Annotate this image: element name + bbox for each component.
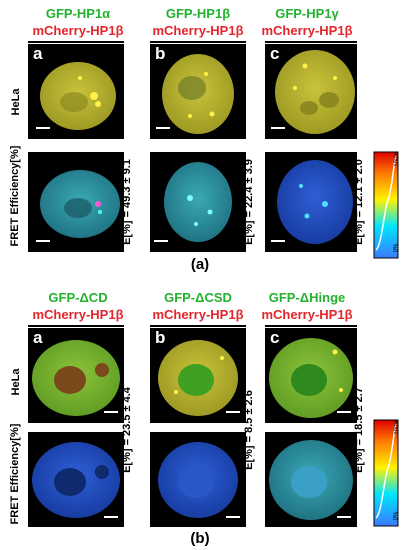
a-panel-a-fret [28,152,124,252]
part-a-label: (a) [190,256,210,273]
a-cellline-label: HeLa [10,88,22,116]
b-col1-rule [28,325,124,327]
part-b-label: (b) [190,530,210,547]
scale-bar [337,516,351,518]
b-panel-letter-a: a [33,328,43,347]
a-panel-c-hela: c [265,44,357,139]
b-panel-a-fret [28,432,124,527]
a-colorbar-min: 0% [393,243,400,253]
a-colorbar-max: 100% [394,151,401,167]
a-col3-donor: GFP-HP1γ [275,6,339,21]
a-col3-acceptor: mCherry-HP1β [261,23,353,38]
scale-bar [36,240,50,242]
b-panel-letter-c: c [270,328,280,347]
b-efficiency-a: E[%] = 23.5 ± 4.4 [121,387,133,473]
b-col3-rule [265,325,357,327]
scale-bar [226,516,240,518]
a-panel-letter-b: b [155,44,166,63]
a-fret-label: FRET Efficiency[%] [9,145,21,247]
scale-bar [104,516,118,518]
b-col1-acceptor: mCherry-HP1β [32,307,124,322]
a-col2-rule [150,41,246,43]
scale-bar [36,127,50,129]
scale-bar [271,240,285,242]
scale-bar [226,411,240,413]
scale-bar [271,127,285,129]
scale-bar [337,411,351,413]
b-panel-b-fret [150,432,246,527]
b-colorbar-min: 0% [393,511,400,521]
a-efficiency-b: E[%] = 22.4 ± 3.9 [243,159,255,245]
b-colorbar: 100% 0% [372,418,401,528]
a-panel-letter-c: c [270,44,280,63]
b-col3-donor: GFP-ΔHinge [268,290,346,305]
b-col1-donor: GFP-ΔCD [48,290,108,305]
a-col3-rule [265,41,357,43]
a-panel-a-hela: a [28,44,124,139]
a-col2-acceptor: mCherry-HP1β [152,23,244,38]
b-col2-donor: GFP-ΔCSD [164,290,232,305]
b-fret-label: FRET Efficiency[%] [9,423,21,525]
b-efficiency-b: E[%] = 8.5 ± 2.6 [243,390,255,470]
a-col1-rule [28,41,124,43]
a-panel-c-fret [265,152,357,252]
a-efficiency-c: E[%] = 12.1 ± 2.0 [353,159,365,245]
b-panel-c-hela: c [265,328,357,423]
b-col2-acceptor: mCherry-HP1β [152,307,244,322]
b-cellline-label: HeLa [10,368,22,396]
a-col1-acceptor: mCherry-HP1β [32,23,124,38]
a-panel-b-fret [150,152,246,252]
b-panel-letter-b: b [155,328,166,347]
scale-bar [154,240,168,242]
b-efficiency-c: E[%] = 18.5 ± 2.7 [353,387,365,473]
a-col2-donor: GFP-HP1β [165,6,231,21]
b-panel-a-hela: a [28,328,124,423]
b-panel-c-fret [265,432,357,527]
b-col2-rule [150,325,246,327]
a-panel-letter-a: a [33,44,43,63]
a-colorbar: 100% 0% [372,150,401,260]
b-colorbar-max: 100% [394,419,401,435]
b-panel-b-hela: b [150,328,246,423]
b-col3-acceptor: mCherry-HP1β [261,307,353,322]
a-panel-b-hela: b [150,44,246,139]
a-efficiency-a: E[%] = 49.3 ± 9.1 [121,159,133,245]
scale-bar [104,411,118,413]
scale-bar [156,127,170,129]
a-col1-donor: GFP-HP1α [45,6,111,21]
